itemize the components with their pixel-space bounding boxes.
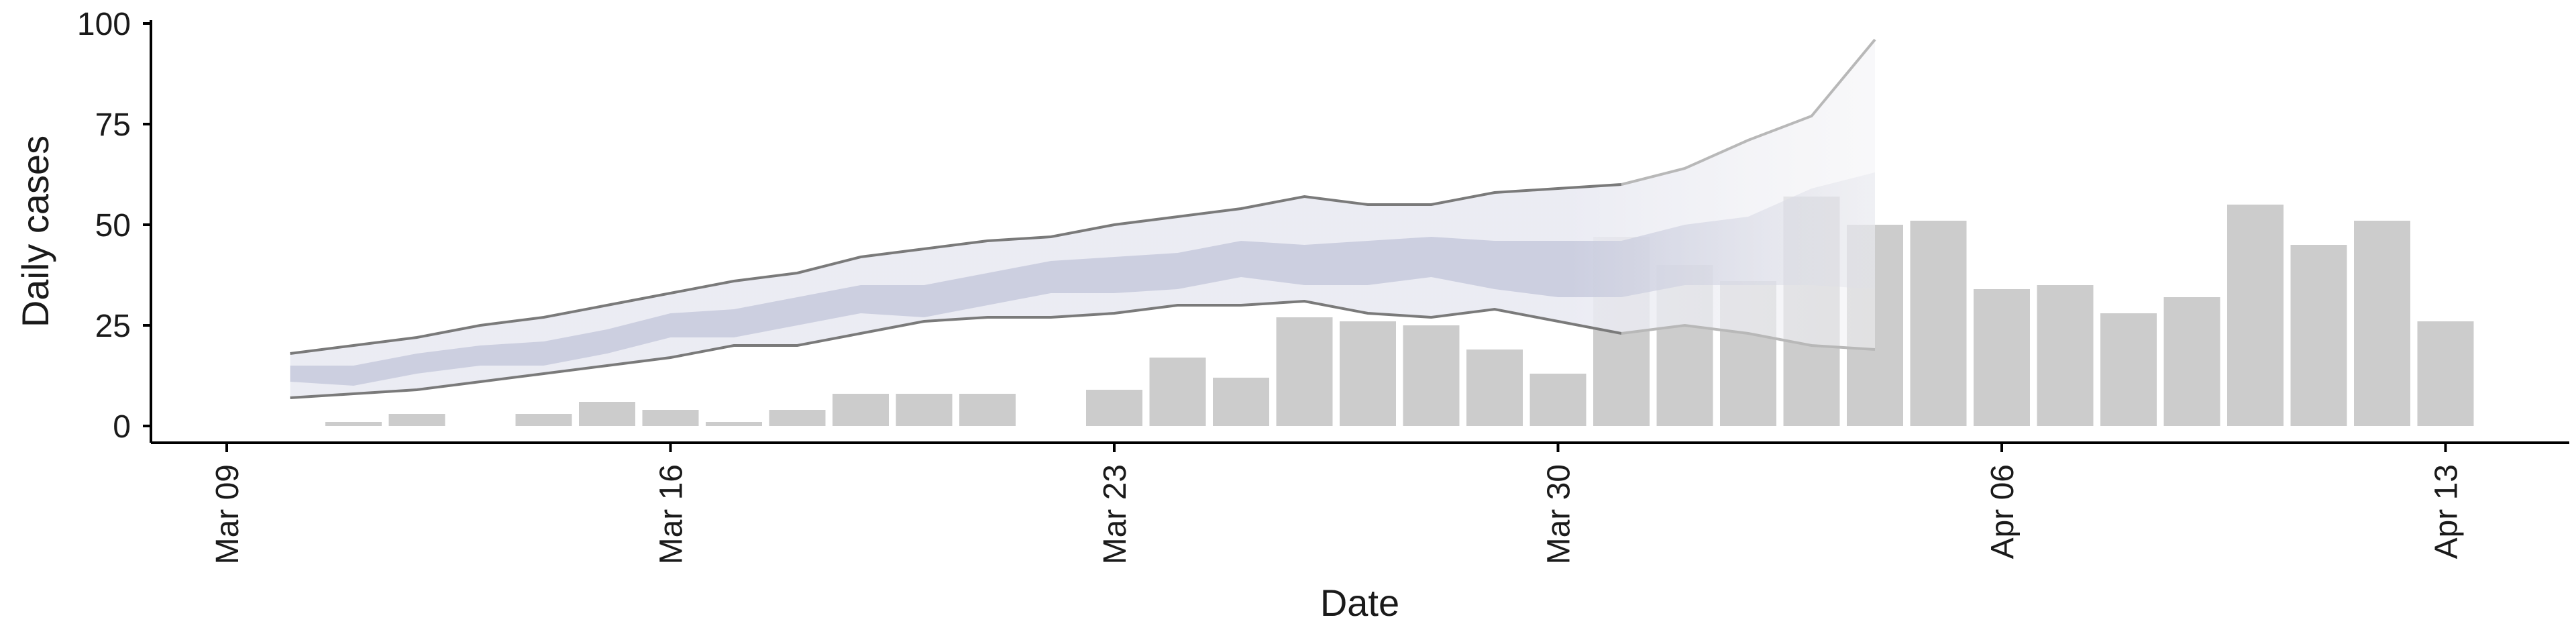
bar-2020-03-29	[1466, 350, 1523, 426]
x-tick-label-apr-13: Apr 13	[2429, 464, 2465, 559]
axes-layer: 0 25 50 75 100 Mar 09 Mar 16 Mar 23 Mar 30 Apr 06…	[77, 7, 2569, 564]
projection-bands-layer	[290, 38, 1876, 399]
bar-2020-04-07	[2037, 285, 2094, 426]
bar-2020-04-12	[2354, 221, 2410, 426]
bar-2020-03-27	[1340, 321, 1396, 426]
y-tick-label-100: 100	[77, 7, 131, 42]
bar-2020-04-06	[1974, 289, 2030, 426]
bar-2020-03-12	[388, 414, 445, 426]
bar-2020-03-24	[1149, 358, 1206, 426]
bar-2020-03-18	[769, 410, 826, 426]
bar-2020-04-10	[2227, 205, 2284, 426]
y-axis-title: Daily cases	[14, 136, 56, 327]
upper-bound-line	[290, 183, 1622, 355]
bar-2020-04-11	[2290, 245, 2347, 426]
bar-2020-03-21	[959, 394, 1016, 426]
lower-bound-line-projection	[1621, 323, 1876, 351]
bar-2020-03-23	[1086, 390, 1142, 426]
y-tick-label-50: 50	[95, 208, 131, 244]
x-tick-label-apr-06: Apr 06	[1985, 464, 2021, 559]
bar-2020-04-09	[2163, 297, 2220, 426]
lower-bound-line	[290, 299, 1622, 399]
y-tick-label-25: 25	[95, 309, 131, 344]
bar-2020-03-30	[1529, 374, 1587, 426]
bar-2020-03-20	[896, 394, 953, 426]
y-tick-label-75: 75	[95, 107, 131, 143]
bar-2020-03-28	[1403, 325, 1460, 426]
bar-2020-03-25	[1213, 378, 1269, 426]
bar-2020-03-19	[833, 394, 889, 426]
outer-interval-band	[290, 40, 1875, 398]
x-tick-label-mar-23: Mar 23	[1097, 464, 1133, 564]
bar-2020-03-26	[1276, 317, 1333, 426]
x-tick-label-mar-16: Mar 16	[654, 464, 690, 564]
bar-2020-03-11	[325, 422, 382, 426]
bar-2020-03-16	[642, 410, 699, 426]
x-tick-label-mar-30: Mar 30	[1542, 464, 1577, 564]
bar-2020-03-14	[515, 414, 572, 426]
bar-2020-03-17	[706, 422, 762, 426]
x-tick-label-mar-09: Mar 09	[210, 464, 246, 564]
bars-layer	[325, 197, 2474, 426]
y-tick-label-0: 0	[113, 409, 131, 445]
x-axis-title: Date	[1320, 582, 1399, 624]
bar-2020-04-08	[2100, 313, 2157, 426]
bar-2020-03-15	[579, 402, 635, 426]
upper-bound-line-projection	[1621, 38, 1876, 186]
bar-2020-04-05	[1910, 221, 1967, 426]
inner-interval-band	[290, 172, 1875, 386]
bar-2020-04-13	[2417, 321, 2474, 426]
